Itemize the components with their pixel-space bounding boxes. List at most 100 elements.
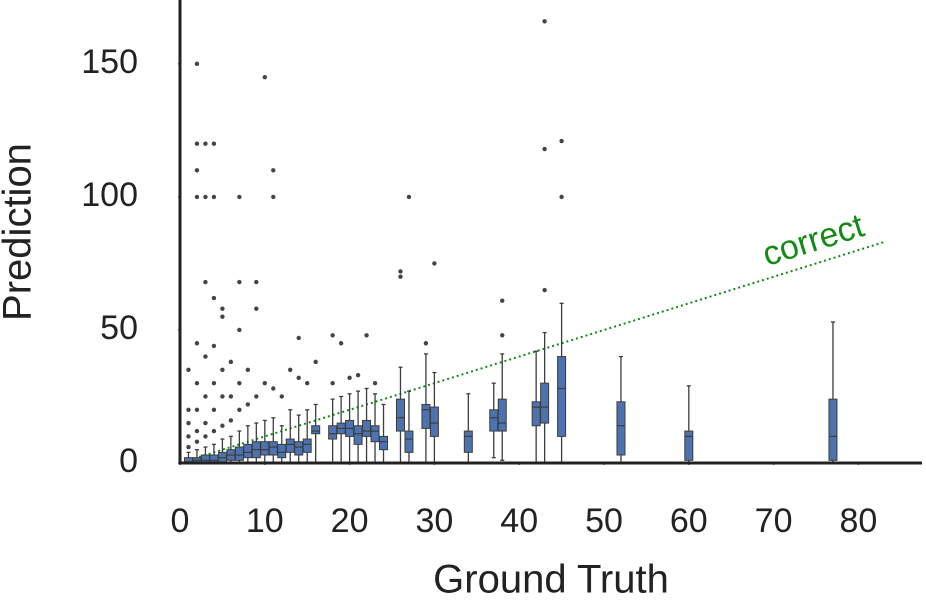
outlier: [186, 407, 191, 412]
outlier: [194, 194, 200, 200]
outlier: [279, 394, 284, 399]
outlier: [432, 261, 437, 266]
outlier: [194, 407, 200, 412]
box: [497, 398, 507, 432]
outlier: [203, 141, 208, 146]
box: [404, 430, 414, 453]
outlier: [194, 380, 200, 386]
outlier: [203, 194, 208, 200]
box: [294, 441, 304, 456]
outlier: [220, 394, 225, 399]
outlier: [237, 380, 242, 386]
box: [353, 425, 363, 445]
outlier: [271, 386, 276, 391]
outlier: [228, 359, 234, 365]
outlier: [313, 359, 318, 365]
outlier: [245, 367, 251, 373]
outlier: [237, 407, 242, 412]
box: [616, 401, 626, 456]
box: [311, 425, 321, 435]
box: [429, 406, 439, 437]
outlier: [330, 333, 335, 338]
outlier: [288, 367, 293, 373]
outlier: [228, 418, 234, 423]
outlier: [330, 380, 335, 386]
y-tick-label: 0: [119, 442, 138, 480]
box: [362, 419, 372, 437]
box: [421, 403, 431, 429]
outlier: [194, 168, 200, 173]
outlier: [296, 335, 301, 341]
outlier: [262, 380, 267, 386]
outlier: [194, 428, 200, 434]
y-tick-label: 50: [100, 309, 138, 347]
outlier: [203, 279, 208, 285]
outlier: [194, 439, 200, 444]
box: [277, 443, 287, 459]
outlier: [398, 274, 403, 279]
outlier: [186, 444, 191, 450]
x-tick-label: 80: [839, 502, 877, 540]
outlier: [559, 194, 564, 200]
box: [328, 425, 338, 440]
outlier: [211, 343, 217, 349]
box: [557, 356, 567, 437]
outlier: [237, 194, 242, 200]
outlier: [220, 314, 225, 319]
outlier: [237, 327, 242, 333]
reference-label: correct: [758, 206, 869, 274]
outlier: [203, 434, 208, 439]
outlier: [347, 375, 352, 381]
outlier: [271, 168, 276, 173]
outlier: [220, 367, 225, 373]
box: [540, 382, 550, 424]
y-tick-label: 150: [81, 43, 138, 81]
outlier: [211, 407, 217, 412]
outlier: [228, 394, 234, 399]
outlier: [271, 194, 276, 200]
outlier: [262, 74, 267, 80]
x-tick-label: 50: [585, 502, 623, 540]
x-tick-label: 20: [331, 502, 369, 540]
outlier: [194, 341, 200, 346]
box: [395, 398, 405, 432]
outlier: [211, 194, 217, 200]
box: [379, 435, 389, 451]
box: [302, 438, 312, 453]
box: [285, 438, 295, 453]
x-tick-label: 40: [500, 502, 538, 540]
outlier: [194, 141, 200, 146]
outlier: [211, 428, 217, 434]
outlier: [186, 434, 191, 439]
box: [268, 441, 278, 456]
outlier: [186, 367, 191, 373]
box: [489, 409, 499, 432]
box: [463, 430, 473, 453]
outlier: [211, 380, 217, 386]
outlier: [237, 279, 242, 285]
outlier: [254, 306, 259, 311]
outlier: [542, 19, 547, 24]
outlier: [423, 341, 429, 346]
outlier: [211, 141, 217, 146]
outlier: [186, 420, 191, 426]
x-tick-label: 70: [755, 502, 793, 540]
x-tick-label: 0: [171, 502, 190, 540]
box: [684, 430, 694, 461]
outlier: [500, 298, 505, 303]
outlier: [338, 341, 344, 346]
outlier: [542, 146, 547, 152]
reference-line: [179, 241, 885, 464]
box: [531, 401, 541, 427]
box: [828, 398, 838, 461]
outlier: [398, 269, 403, 274]
x-axis-title: Ground Truth: [433, 558, 669, 602]
outlier: [355, 372, 361, 378]
outlier: [203, 394, 208, 399]
x-tick-label: 30: [415, 502, 453, 540]
outlier: [406, 194, 412, 200]
outlier: [542, 287, 547, 293]
y-axis-title: Prediction: [0, 143, 40, 321]
